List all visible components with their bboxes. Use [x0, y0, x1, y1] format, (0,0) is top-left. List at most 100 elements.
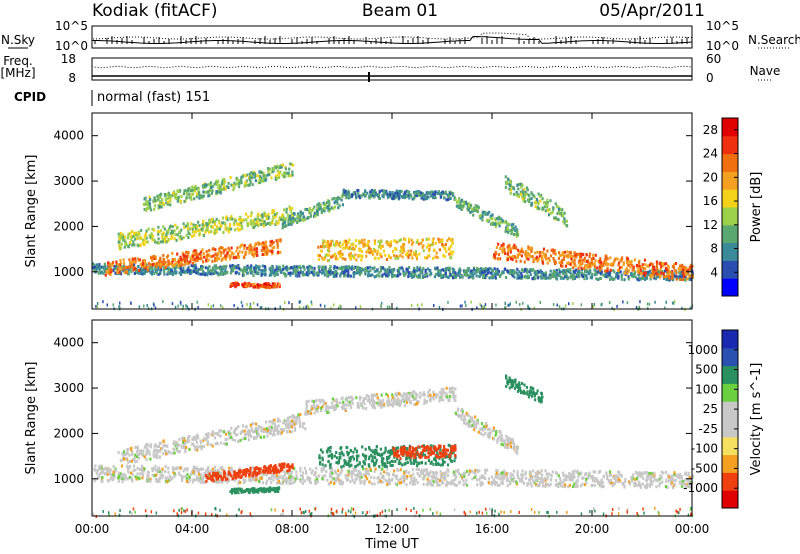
range-cell — [185, 269, 188, 273]
range-cell — [416, 481, 419, 485]
range-cell — [101, 475, 104, 479]
range-cell — [237, 266, 241, 270]
range-cell — [655, 485, 658, 489]
range-cell — [145, 208, 148, 212]
range-cell — [393, 268, 396, 272]
range-cell — [393, 239, 396, 243]
range-cell — [444, 471, 448, 475]
range-cell — [296, 269, 299, 273]
range-cell — [347, 269, 350, 273]
range-cell — [159, 261, 162, 265]
range-cell — [202, 190, 205, 194]
noise-cell — [186, 305, 188, 309]
range-cell — [260, 242, 263, 246]
range-cell — [184, 467, 187, 471]
range-cell — [250, 171, 253, 175]
range-cell — [364, 190, 367, 194]
noise-cell — [479, 302, 481, 306]
noise-cell — [639, 300, 641, 304]
range-cell — [246, 271, 249, 275]
range-cell — [171, 466, 174, 470]
range-cell — [233, 221, 236, 225]
range-cell — [212, 266, 215, 270]
range-cell — [377, 240, 380, 244]
range-cell — [510, 223, 513, 227]
range-cell — [249, 175, 252, 179]
range-cell — [532, 469, 535, 473]
range-cell — [247, 247, 250, 251]
noise-cell — [240, 300, 243, 304]
range-cell — [323, 273, 326, 277]
range-cell — [218, 221, 221, 225]
range-cell — [420, 191, 423, 195]
range-cell — [446, 275, 449, 279]
range-cell — [492, 274, 495, 278]
range-cell — [327, 246, 331, 250]
range-cell — [200, 257, 203, 261]
range-cell — [562, 277, 565, 280]
range-cell — [294, 274, 297, 277]
range-cell — [664, 262, 667, 266]
range-cell — [203, 255, 206, 259]
range-cell — [429, 269, 432, 273]
range-cell — [251, 183, 254, 187]
range-cell — [350, 193, 354, 197]
range-cell — [288, 218, 291, 221]
range-cell — [474, 469, 477, 473]
range-cell — [521, 195, 524, 199]
range-cell — [434, 241, 438, 245]
range-cell — [273, 271, 276, 275]
range-cell — [595, 476, 598, 480]
range-cell — [362, 268, 365, 272]
range-cell — [360, 271, 363, 274]
range-cell — [291, 272, 294, 275]
range-cell — [676, 473, 679, 477]
range-cell — [233, 264, 236, 268]
range-cell — [300, 213, 303, 217]
range-cell — [154, 199, 157, 203]
range-cell — [255, 222, 258, 226]
range-cell — [655, 270, 658, 273]
range-cell — [638, 260, 641, 264]
range-cell — [446, 474, 450, 477]
noise-cell — [421, 303, 423, 307]
range-cell — [640, 265, 643, 269]
range-cell — [553, 275, 556, 279]
range-cell — [337, 469, 340, 473]
range-cell — [266, 173, 269, 177]
range-cell — [529, 268, 532, 272]
range-cell — [569, 274, 573, 278]
range-cell — [162, 253, 165, 257]
range-cell — [619, 270, 622, 274]
range-cell — [228, 466, 231, 470]
range-cell — [275, 265, 278, 269]
range-cell — [520, 272, 523, 276]
range-cell — [593, 268, 596, 272]
range-cell — [107, 261, 110, 265]
range-cell — [506, 484, 509, 488]
range-cell — [202, 271, 205, 275]
range-cell — [333, 196, 336, 200]
range-cell — [189, 195, 192, 199]
range-cell — [478, 214, 481, 218]
range-cell — [444, 268, 447, 272]
range-cell — [314, 214, 317, 218]
range-cell — [209, 183, 212, 187]
range-cell — [187, 251, 190, 255]
range-cell — [587, 263, 590, 267]
range-cell — [198, 232, 201, 236]
range-cell — [253, 218, 256, 222]
range-cell — [440, 476, 443, 480]
range-cell — [150, 266, 153, 270]
range-cell — [217, 271, 220, 275]
range-cell — [155, 264, 158, 268]
range-cell — [529, 273, 532, 277]
range-cell — [354, 468, 357, 472]
range-cell — [277, 173, 280, 177]
range-cell — [515, 191, 518, 194]
range-cell — [511, 271, 514, 275]
range-cell — [150, 208, 153, 212]
range-cell — [150, 232, 153, 236]
range-cell — [171, 194, 174, 197]
